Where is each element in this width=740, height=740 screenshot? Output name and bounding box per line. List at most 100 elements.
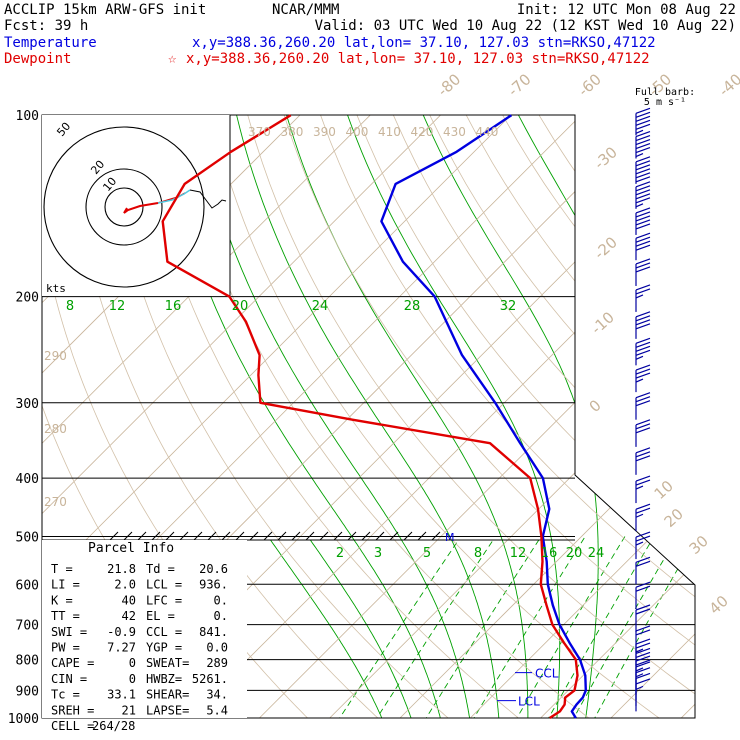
- pressure-label: 100: [16, 109, 39, 124]
- mixing-ratio-label: 16: [165, 299, 182, 314]
- parcel-value: -0.9: [107, 625, 136, 639]
- wind-barb: [635, 685, 644, 712]
- model-title: ACCLIP 15km ARW-GFS init: [4, 2, 206, 18]
- mixing-ratio-label: 8: [66, 299, 74, 314]
- parcel-value: 7.27: [107, 641, 136, 655]
- wind-barb: [635, 311, 651, 339]
- barb-half: [635, 673, 644, 678]
- barb-flag: [635, 625, 651, 632]
- sounding-profiles: CCL LCL M: [161, 114, 587, 720]
- barb-flag: [635, 341, 651, 348]
- hodograph-bg: [42, 115, 230, 296]
- parcel-box-bg: [42, 540, 247, 718]
- barb-flag: [635, 168, 651, 175]
- dry-adiabat-line: [575, 115, 695, 718]
- tick-mark: [403, 531, 413, 541]
- barb-flag: [635, 349, 651, 356]
- barb-flag: [635, 266, 651, 273]
- tick-mark: [347, 531, 357, 541]
- barb-flag: [635, 219, 651, 226]
- dry-adiabat-line: [647, 115, 695, 718]
- mixing-ratio-line: [566, 536, 678, 718]
- barb-flag: [635, 672, 651, 679]
- dry-adiabat-line: [101, 115, 464, 718]
- wind-barb: [635, 447, 651, 475]
- barb-flag: [635, 176, 651, 183]
- isotherm-line: [329, 115, 695, 718]
- barb-flag: [635, 323, 651, 330]
- parcel-value: 20.6: [199, 562, 228, 576]
- tick-mark: [277, 531, 287, 541]
- pressure-label: 300: [16, 397, 39, 412]
- isotherm-label: -30: [591, 143, 621, 173]
- isotherm-label: 10: [651, 477, 677, 503]
- isotherm-label: -40: [715, 70, 740, 100]
- barb-flag: [635, 427, 651, 434]
- barb-flag: [635, 189, 651, 196]
- barb-flag: [635, 123, 651, 130]
- barb-flag: [635, 288, 651, 295]
- isotherm-label: 20: [661, 505, 687, 531]
- hodograph-red-trace: [123, 202, 159, 214]
- dry-adiabat-line: [283, 115, 695, 718]
- isotherm-line: [188, 115, 695, 718]
- isotherm-line: [42, 115, 441, 718]
- mixing-ratio-label: 12: [510, 546, 527, 561]
- isotherm-line: [42, 115, 511, 718]
- barb-flag: [635, 223, 651, 230]
- dry-adiabat-line: [320, 115, 695, 718]
- tick-mark: [389, 531, 399, 541]
- barb-flag: [635, 400, 651, 407]
- moist-adiabat-line: [134, 475, 416, 718]
- header: ACCLIP 15km ARW-GFS init NCAR/MMM Init: …: [4, 2, 736, 67]
- tick-mark: [109, 531, 119, 541]
- tick-mark: [249, 531, 259, 541]
- moist-adiabat-line: [422, 115, 575, 405]
- moist-adiabat-line: [236, 475, 501, 718]
- parcel-key: EL =: [146, 609, 175, 623]
- pressure-label: 800: [16, 654, 39, 669]
- mixing-ratio-label: 32: [500, 299, 517, 314]
- parcel-key: CCL =: [146, 625, 182, 639]
- upper-grid: [159, 115, 575, 540]
- parcel-key: YGP =: [146, 641, 182, 655]
- mixing-ratio-line: [541, 536, 655, 718]
- barb-flag: [635, 236, 651, 243]
- temperature-station-info: x,y=388.36,260.20 lat,lon= 37.10, 127.03…: [192, 35, 656, 51]
- mixing-ratio-label: 20: [232, 299, 249, 314]
- barb-flag: [635, 119, 651, 126]
- wind-barb: [635, 181, 651, 209]
- barb-flag: [635, 185, 651, 192]
- moist-adiabat-line: [347, 115, 552, 540]
- parcel-value: 33.1: [107, 688, 136, 702]
- barb-flag: [635, 608, 651, 615]
- isotherm-label: 30: [686, 532, 712, 558]
- wind-barb: [635, 392, 651, 420]
- barb-flag: [635, 647, 651, 655]
- wind-barb: [635, 130, 651, 159]
- parcel-key: SHEAR=: [146, 688, 189, 702]
- theta-label: 400: [346, 125, 369, 139]
- source-label: NCAR/MMM: [272, 2, 339, 18]
- tick-mark: [179, 531, 189, 541]
- parcel-info-box: Parcel Info T = 21.8 Td = 20.6 LI = 2.0 LCL = 93…: [42, 540, 247, 733]
- barb-flag: [635, 535, 651, 542]
- parcel-value: 21: [122, 703, 136, 717]
- dewpoint-star-icon: ☆: [168, 51, 177, 67]
- theta-label: 430: [443, 125, 466, 139]
- barb-header: Full barb: 5 m s⁻¹: [635, 87, 695, 108]
- barb-flag: [635, 258, 651, 265]
- parcel-value: 289: [206, 656, 228, 670]
- barb-flag: [635, 556, 651, 563]
- tick-mark: [431, 531, 441, 541]
- barb-flag: [635, 419, 651, 426]
- wind-barb: [635, 678, 651, 706]
- forecast-hour: Fcst: 39 h: [4, 18, 88, 34]
- dry-adiabat-line: [211, 115, 678, 718]
- pressure-label: 500: [16, 531, 39, 546]
- theta-label: 290: [44, 349, 67, 363]
- mixing-ratio-label: 16: [541, 546, 558, 561]
- barb-flag: [635, 197, 651, 204]
- isotherm-line: [610, 115, 695, 718]
- moist-adiabat-line: [422, 475, 599, 718]
